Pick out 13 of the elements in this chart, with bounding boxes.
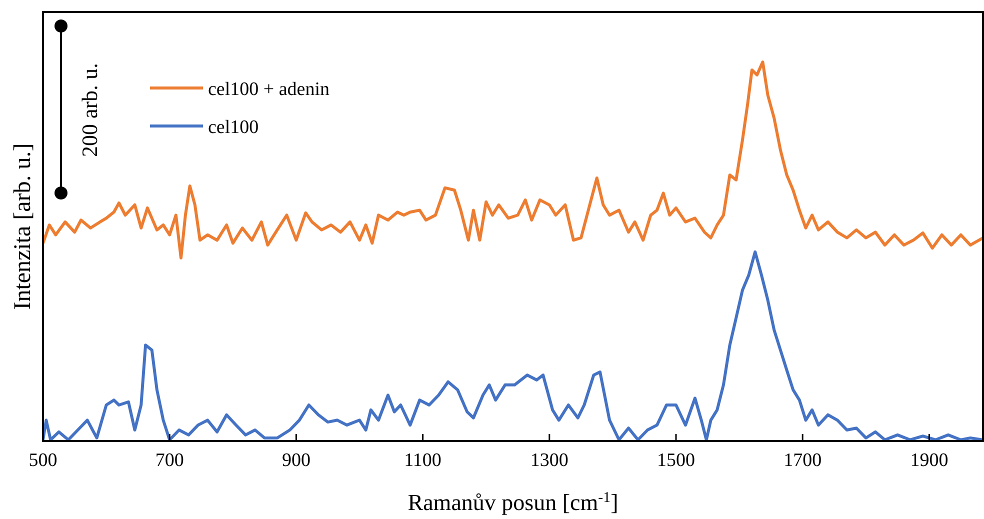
x-tick-label: 900 [282, 450, 310, 471]
legend-label: cel100 [208, 117, 259, 138]
x-tick-label: 1700 [784, 450, 822, 471]
x-tick-label: 700 [155, 450, 184, 471]
annotation: 200 arb. u. [77, 62, 102, 158]
x-tick-label: 1500 [656, 450, 695, 471]
x-tick-label: 1100 [404, 450, 442, 471]
x-tick-label: 1300 [530, 450, 568, 471]
y-axis-title: Intenzita [arb. u.] [10, 143, 36, 310]
x-tick-label: 500 [28, 450, 58, 471]
legend-label: cel100 + adenin [208, 79, 330, 100]
x-axis-title: Ramanův posun [cm$^{-1}$] [408, 490, 618, 515]
x-tick-label: 1900 [910, 450, 948, 471]
